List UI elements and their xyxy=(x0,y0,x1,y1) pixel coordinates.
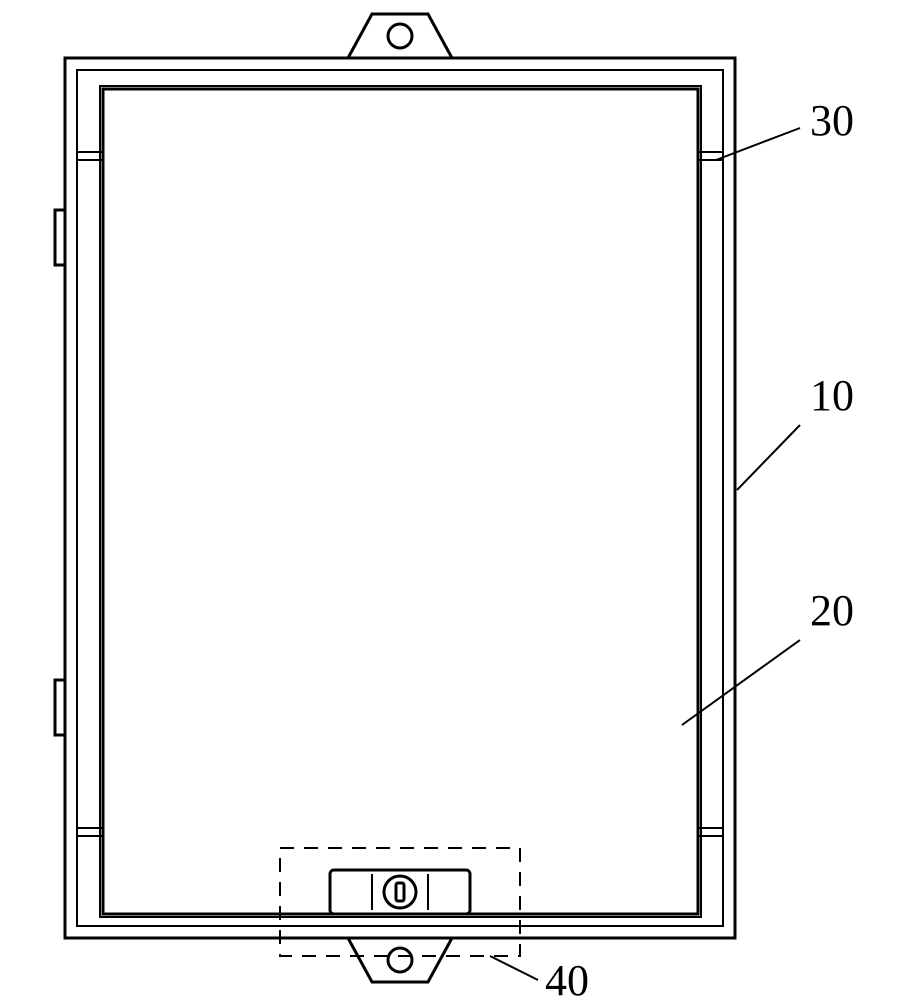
callout-label-10: 10 xyxy=(810,371,854,420)
inner-panel xyxy=(100,86,701,917)
callout-leaders xyxy=(490,128,800,980)
side-marks xyxy=(77,152,723,836)
callout-label-40: 40 xyxy=(545,956,589,1000)
enclosure-diagram: 30 10 20 40 xyxy=(0,0,922,1000)
mounting-tabs xyxy=(348,14,452,982)
callout-label-20: 20 xyxy=(810,586,854,635)
outer-box xyxy=(65,58,735,938)
callout-label-30: 30 xyxy=(810,96,854,145)
latch-assembly xyxy=(330,870,470,914)
